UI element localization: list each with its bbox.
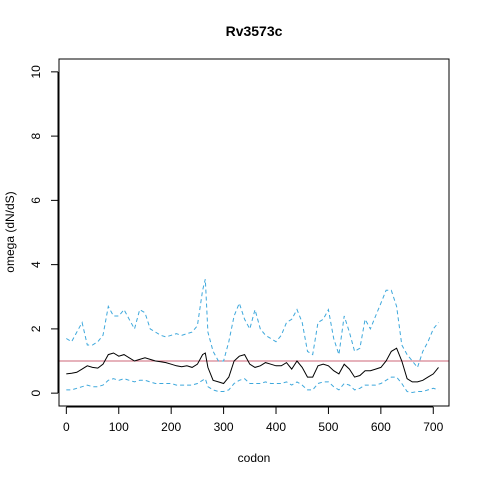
y-tick-label: 8: [29, 132, 43, 139]
y-axis: 0 2 4 6 8 10: [29, 65, 59, 396]
x-tick-label: 600: [371, 420, 391, 434]
y-tick-label: 6: [29, 197, 43, 204]
x-tick-label: 200: [161, 420, 181, 434]
x-tick-label: 100: [109, 420, 129, 434]
x-tick-label: 700: [423, 420, 443, 434]
y-tick-label: 2: [29, 325, 43, 332]
y-tick-label: 0: [29, 389, 43, 396]
x-tick-label: 0: [63, 420, 70, 434]
x-axis: 0 100 200 300 400 500 600 700: [63, 406, 444, 434]
x-tick-label: 300: [214, 420, 234, 434]
x-tick-label: 400: [266, 420, 286, 434]
plot-area: [59, 278, 449, 394]
y-tick-label: 4: [29, 261, 43, 268]
upper-bound-line: [66, 278, 439, 369]
y-tick-label: 10: [29, 65, 43, 79]
y-axis-label: omega (dN/dS): [3, 191, 17, 272]
lower-bound-line: [66, 376, 439, 394]
chart-title: Rv3573c: [226, 23, 283, 39]
omega-estimate-line: [66, 347, 439, 385]
plot-frame: [58, 58, 450, 407]
x-tick-label: 500: [318, 420, 338, 434]
x-axis-label: codon: [238, 451, 271, 465]
